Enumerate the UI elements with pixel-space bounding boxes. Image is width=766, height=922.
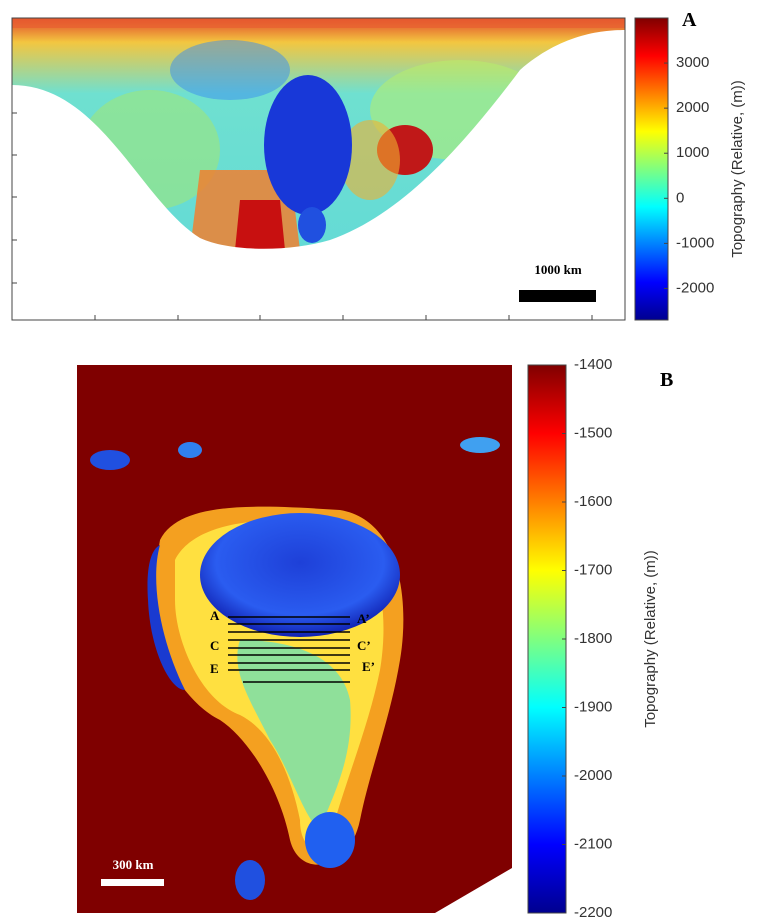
terrain <box>12 18 625 28</box>
colorbar-tick-label: 2000 <box>676 99 709 116</box>
basin <box>264 75 352 215</box>
scale-bar-label: 1000 km <box>534 262 581 277</box>
colorbar-tick-label: -1700 <box>574 561 612 578</box>
terrain <box>237 640 351 830</box>
no-data <box>435 868 512 913</box>
terrain <box>235 860 265 900</box>
terrain <box>170 40 290 100</box>
colorbar <box>527 364 567 914</box>
colorbar-tick-label: -1600 <box>574 493 612 510</box>
map-a: 1000 km <box>11 17 626 321</box>
frame-ticks <box>12 112 593 320</box>
profile-label: E’ <box>362 659 375 674</box>
profile-lines <box>228 616 350 683</box>
colorbar-title: Topography (Relative, (m)) <box>729 80 746 258</box>
colorbar-tick-label: -1500 <box>574 424 612 441</box>
basin <box>298 207 326 243</box>
map-frame <box>11 17 626 321</box>
scale-bar <box>519 290 596 302</box>
profile-label: E <box>210 661 219 676</box>
colorbar-tick-label: -2000 <box>574 767 612 784</box>
terrain <box>305 812 355 868</box>
terrain <box>178 442 202 458</box>
colorbar-tick-label: 0 <box>676 189 684 206</box>
profile-label: A <box>210 608 220 623</box>
terrain <box>340 120 400 200</box>
colorbar-tick-label: -1400 <box>574 356 612 373</box>
panel-label: B <box>660 369 673 391</box>
scale-bar <box>101 879 164 886</box>
profile-label: C <box>210 638 219 653</box>
no-data <box>12 30 625 320</box>
profile-label: C’ <box>357 638 371 653</box>
scale-bar-label: 300 km <box>113 857 154 872</box>
panel-label: A <box>682 9 697 31</box>
basin <box>200 513 400 637</box>
colorbar-title: Topography (Relative, (m)) <box>642 550 659 728</box>
colorbar-tick-label: -1000 <box>676 234 714 251</box>
terrain <box>147 545 185 690</box>
colorbar <box>634 17 669 321</box>
terrain <box>90 450 130 470</box>
colorbar-tick-label: 3000 <box>676 54 709 71</box>
colorbar-tick-label: -2200 <box>574 904 612 921</box>
colorbar-tick-label: -2000 <box>676 279 714 296</box>
profile-label: A’ <box>357 611 370 626</box>
colorbar-tick-label: -1800 <box>574 630 612 647</box>
terrain <box>235 200 285 250</box>
colorbar-tick-label: -2100 <box>574 835 612 852</box>
map-b: A A’ C C’ E E’ 300 km <box>77 365 512 913</box>
colorbar-tick-label: -1900 <box>574 698 612 715</box>
terrain <box>460 437 500 453</box>
colorbar-tick-label: 1000 <box>676 144 709 161</box>
